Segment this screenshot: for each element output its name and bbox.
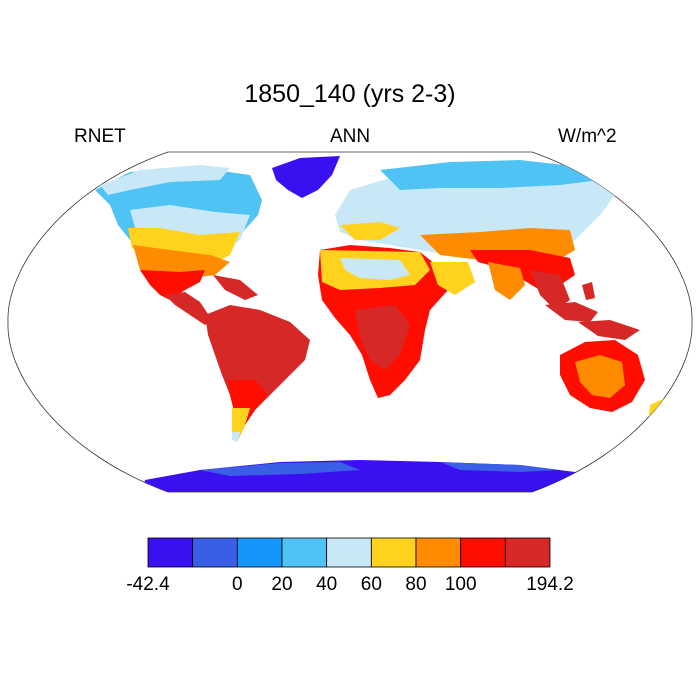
colorbar-box <box>192 537 238 568</box>
variable-label: RNET <box>74 126 126 147</box>
plot-title: 1850_140 (yrs 2-3) <box>244 80 456 108</box>
south-america-region <box>205 305 310 442</box>
colorbar-label: 80 <box>405 574 426 595</box>
colorbar-label: 20 <box>271 574 292 595</box>
colorbar-box <box>415 537 462 568</box>
colorbar-box <box>370 537 417 568</box>
africa-region <box>318 245 448 398</box>
southeast-asia-islands <box>545 282 640 340</box>
colorbar-label: 100 <box>445 574 477 595</box>
colorbar-label: 40 <box>316 574 337 595</box>
arabia-region <box>430 262 475 295</box>
colorbar-label: 60 <box>361 574 382 595</box>
australia-region <box>560 340 645 412</box>
north-america-region <box>95 165 262 325</box>
colorbar-box <box>281 537 328 568</box>
units-label: W/m^2 <box>558 126 617 147</box>
colorbar-box <box>504 537 551 568</box>
season-label: ANN <box>329 126 371 147</box>
colorbar-label: -42.4 <box>126 574 170 595</box>
greenland-region <box>272 156 340 198</box>
colorbar-box <box>326 537 372 568</box>
antarctica-region <box>140 460 590 492</box>
eurasia-region <box>335 160 615 310</box>
colorbar-label: 0 <box>232 574 243 595</box>
colorbar-label: 194.2 <box>526 574 574 595</box>
colorbar-box <box>460 537 506 568</box>
colorbar-box <box>147 537 194 568</box>
colorbar-box <box>236 537 283 568</box>
